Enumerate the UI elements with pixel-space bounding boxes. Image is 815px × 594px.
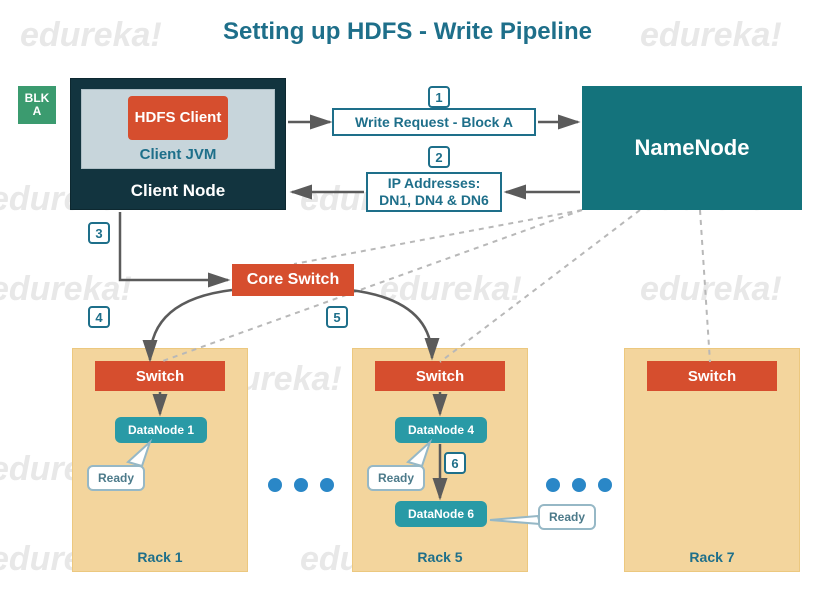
ready-bubble-dn1: Ready xyxy=(87,465,145,491)
client-jvm-label: Client JVM xyxy=(82,146,274,163)
client-jvm: HDFS Client Client JVM xyxy=(81,89,275,169)
rack-5-label: Rack 5 xyxy=(353,549,527,565)
watermark: edureka! xyxy=(640,270,782,309)
datanode-1-label: DataNode 1 xyxy=(128,423,194,437)
rack-7-label: Rack 7 xyxy=(625,549,799,565)
dots-left xyxy=(262,478,340,497)
step-4-badge: 4 xyxy=(88,306,110,328)
ip-l2: DN1, DN4 & DN6 xyxy=(379,192,489,209)
core-switch: Core Switch xyxy=(232,264,354,296)
datanode-6-label: DataNode 6 xyxy=(408,507,474,521)
datanode-1: DataNode 1 xyxy=(115,417,207,443)
client-node: HDFS Client Client JVM Client Node xyxy=(70,78,286,210)
blk-line2: A xyxy=(33,105,42,118)
ready-6: Ready xyxy=(549,510,585,524)
step-6-badge: 6 xyxy=(444,452,466,474)
ready-1: Ready xyxy=(98,471,134,485)
rack-5-switch-label: Switch xyxy=(416,368,464,385)
rack-5: Switch DataNode 4 Ready DataNode 6 Rack … xyxy=(352,348,528,572)
namenode: NameNode xyxy=(582,86,802,210)
watermark: edureka! xyxy=(380,270,522,309)
ip-l1: IP Addresses: xyxy=(388,175,481,192)
rack-7-switch: Switch xyxy=(647,361,777,391)
step-3-badge: 3 xyxy=(88,222,110,244)
write-request-label: Write Request - Block A xyxy=(355,114,513,131)
core-switch-label: Core Switch xyxy=(247,271,339,289)
rack-5-switch: Switch xyxy=(375,361,505,391)
step-5-badge: 5 xyxy=(326,306,348,328)
rack-1: Switch DataNode 1 Ready Rack 1 xyxy=(72,348,248,572)
step-2-badge: 2 xyxy=(428,146,450,168)
datanode-4: DataNode 4 xyxy=(395,417,487,443)
rack-7: Switch Rack 7 xyxy=(624,348,800,572)
rack-7-switch-label: Switch xyxy=(688,368,736,385)
namenode-label: NameNode xyxy=(635,135,750,161)
page-title: Setting up HDFS - Write Pipeline xyxy=(0,18,815,46)
rack-1-switch-label: Switch xyxy=(136,368,184,385)
ip-addresses-box: IP Addresses: DN1, DN4 & DN6 xyxy=(366,172,502,212)
step-1-badge: 1 xyxy=(428,86,450,108)
hdfs-client: HDFS Client xyxy=(128,96,228,140)
hdfs-client-label: HDFS Client xyxy=(135,110,222,127)
ready-bubble-dn4: Ready xyxy=(367,465,425,491)
watermark: edureka! xyxy=(0,270,132,309)
datanode-4-label: DataNode 4 xyxy=(408,423,474,437)
client-node-label: Client Node xyxy=(71,181,285,201)
ready-4: Ready xyxy=(378,471,414,485)
write-request-box: Write Request - Block A xyxy=(332,108,536,136)
dots-right xyxy=(540,478,618,497)
rack-1-switch: Switch xyxy=(95,361,225,391)
datanode-6: DataNode 6 xyxy=(395,501,487,527)
ready-bubble-dn6: Ready xyxy=(538,504,596,530)
rack-1-label: Rack 1 xyxy=(73,549,247,565)
block-a-badge: BLK A xyxy=(18,86,56,124)
